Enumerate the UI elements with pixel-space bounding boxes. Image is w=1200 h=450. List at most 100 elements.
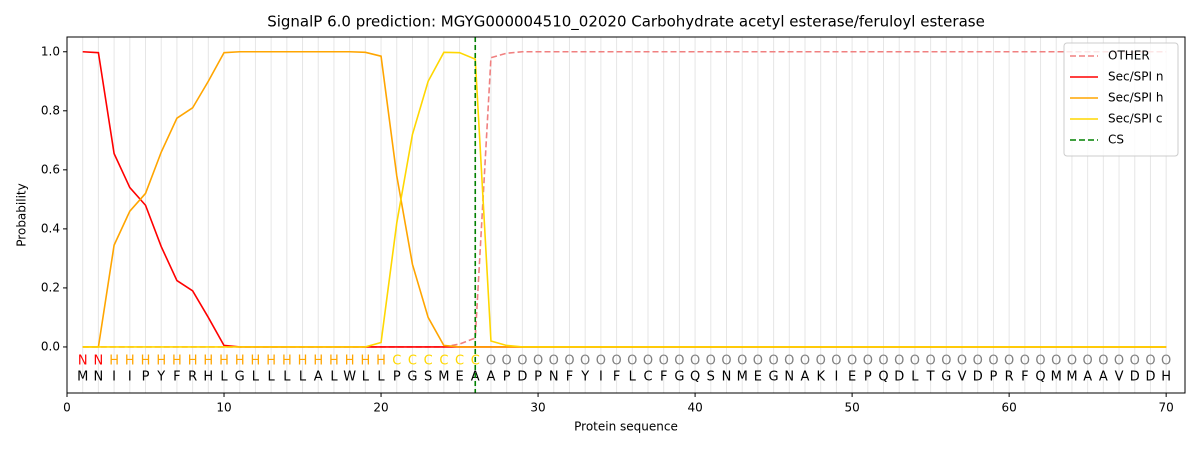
residue: Q	[690, 370, 700, 385]
region-label: H	[203, 354, 213, 369]
region-label: C	[439, 354, 448, 369]
residue: A	[314, 370, 323, 385]
residue: H	[203, 370, 213, 385]
region-label: N	[78, 354, 88, 369]
residue: L	[252, 370, 260, 385]
region-label: O	[1098, 354, 1108, 369]
region-label: H	[282, 354, 292, 369]
residue: E	[455, 370, 463, 385]
y-tick-label: 0.0	[41, 339, 60, 353]
x-tick-label: 30	[530, 401, 545, 415]
residue: R	[188, 370, 197, 385]
residue: V	[958, 370, 967, 385]
y-tick-label: 0.6	[41, 162, 60, 176]
residue: P	[393, 370, 401, 385]
region-label: O	[1114, 354, 1124, 369]
residue: G	[769, 370, 779, 385]
legend-label: Sec/SPI h	[1108, 91, 1163, 105]
region-label: O	[831, 354, 841, 369]
x-axis-label: Protein sequence	[574, 420, 678, 434]
residue: W	[343, 370, 356, 385]
region-label: O	[1083, 354, 1093, 369]
residue: P	[142, 370, 150, 385]
region-label: O	[863, 354, 873, 369]
region-label: O	[549, 354, 559, 369]
residue: D	[894, 370, 904, 385]
region-label: H	[345, 354, 355, 369]
series-line	[82, 50, 1167, 348]
region-label: N	[94, 354, 104, 369]
residue: G	[941, 370, 951, 385]
residue: F	[1021, 370, 1028, 385]
region-label: O	[784, 354, 794, 369]
region-label: H	[219, 354, 229, 369]
residue: P	[864, 370, 872, 385]
region-label: O	[1161, 354, 1171, 369]
region-label: O	[580, 354, 590, 369]
plot-frame	[66, 36, 1186, 394]
residue: L	[377, 370, 385, 385]
series-line	[82, 51, 1167, 348]
residue: F	[613, 370, 620, 385]
residue: K	[816, 370, 825, 385]
residue: D	[1130, 370, 1140, 385]
residue: G	[674, 370, 684, 385]
region-label: H	[141, 354, 151, 369]
residue: L	[629, 370, 637, 385]
residue: N	[549, 370, 559, 385]
region-label: O	[1130, 354, 1140, 369]
residue: P	[503, 370, 511, 385]
x-tick-label: 50	[844, 401, 859, 415]
residue: E	[848, 370, 856, 385]
region-label: O	[721, 354, 731, 369]
region-label: H	[266, 354, 276, 369]
residue: M	[737, 370, 748, 385]
residue: D	[517, 370, 527, 385]
residue: M	[438, 370, 449, 385]
residue: D	[1145, 370, 1155, 385]
residue: R	[1005, 370, 1014, 385]
residue: C	[643, 370, 652, 385]
region-label: O	[533, 354, 543, 369]
region-label: O	[894, 354, 904, 369]
region-label: O	[957, 354, 967, 369]
region-label: H	[156, 354, 166, 369]
residue: V	[1115, 370, 1124, 385]
residue: H	[1161, 370, 1171, 385]
residue: N	[722, 370, 732, 385]
residue: I	[599, 370, 603, 385]
residue: T	[926, 370, 935, 385]
residue: E	[754, 370, 762, 385]
region-label: O	[988, 354, 998, 369]
residue: I	[128, 370, 132, 385]
region-label: H	[125, 354, 135, 369]
region-label: O	[596, 354, 606, 369]
legend-label: CS	[1108, 133, 1124, 147]
residue: Y	[580, 370, 589, 385]
residue: Q	[878, 370, 888, 385]
residue: I	[834, 370, 838, 385]
region-label: O	[910, 354, 920, 369]
residue: M	[77, 370, 88, 385]
y-tick-label: 0.4	[41, 221, 60, 235]
region-label: C	[408, 354, 417, 369]
region-label: O	[674, 354, 684, 369]
residue: Q	[1035, 370, 1045, 385]
region-label: O	[1004, 354, 1014, 369]
residue: N	[784, 370, 794, 385]
residue: L	[283, 370, 291, 385]
region-label: O	[690, 354, 700, 369]
y-tick-label: 1.0	[41, 44, 60, 58]
region-label: H	[313, 354, 323, 369]
legend-box	[1063, 42, 1179, 157]
region-label: O	[1145, 354, 1155, 369]
region-label: O	[1067, 354, 1077, 369]
x-tick-label: 10	[216, 401, 231, 415]
series-line	[82, 50, 1167, 348]
x-tick-label: 20	[373, 401, 388, 415]
region-label: O	[627, 354, 637, 369]
y-tick-label: 0.2	[41, 280, 60, 294]
residue: L	[299, 370, 307, 385]
residue: S	[707, 370, 715, 385]
